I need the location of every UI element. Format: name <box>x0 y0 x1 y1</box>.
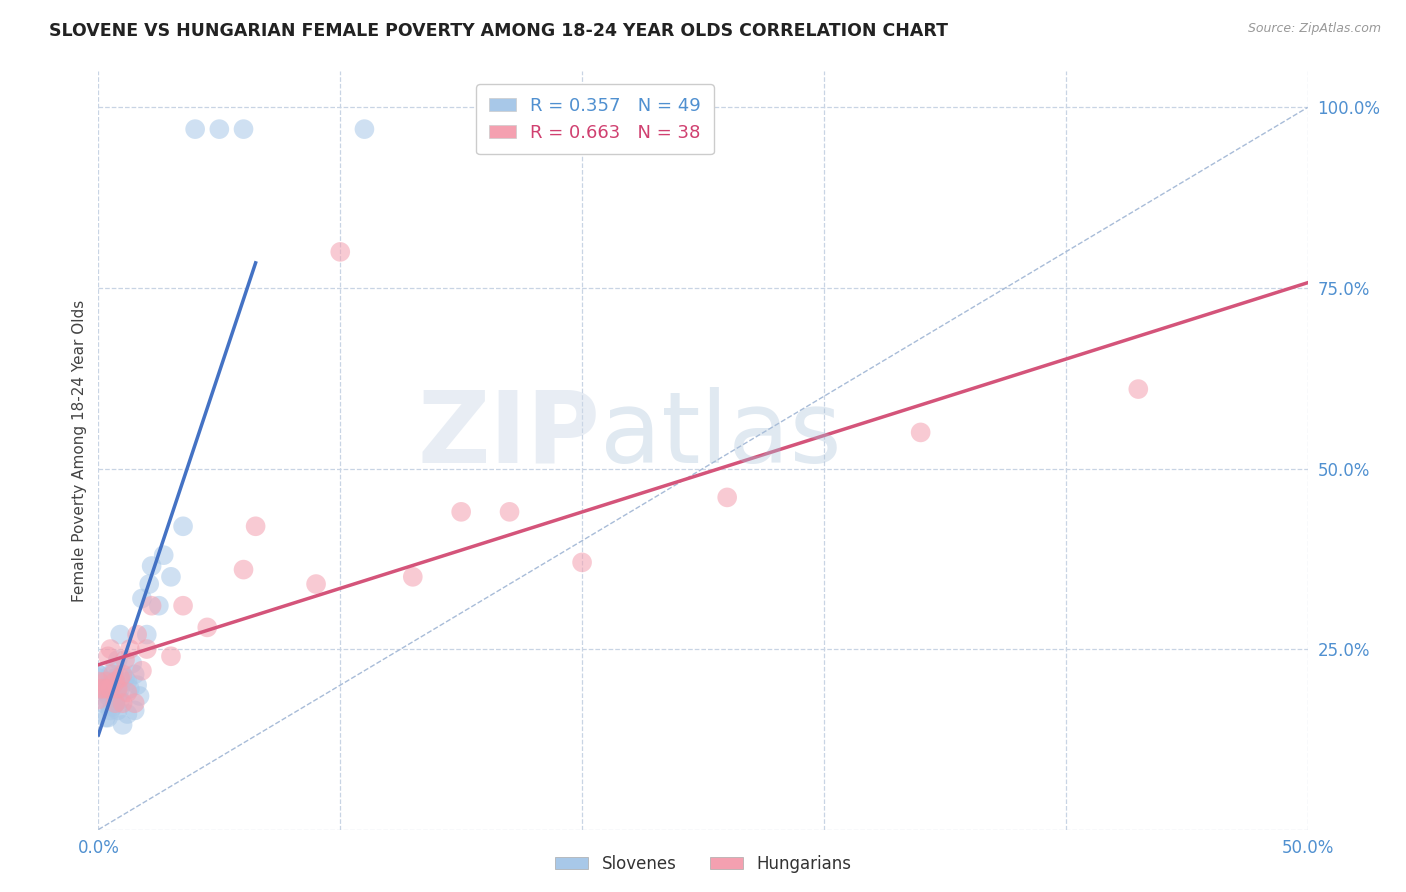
Text: ZIP: ZIP <box>418 387 600 483</box>
Point <box>121 657 143 671</box>
Point <box>114 671 136 685</box>
Point <box>128 689 150 703</box>
Point <box>97 681 120 696</box>
Point <box>104 681 127 696</box>
Point <box>353 122 375 136</box>
Point <box>107 678 129 692</box>
Point <box>127 627 149 641</box>
Point <box>118 642 141 657</box>
Point <box>87 674 110 689</box>
Point <box>148 599 170 613</box>
Point <box>141 559 163 574</box>
Point <box>90 681 112 696</box>
Point <box>104 674 127 689</box>
Point <box>108 627 131 641</box>
Point <box>104 671 127 685</box>
Point <box>107 681 129 696</box>
Point <box>100 674 122 689</box>
Point <box>127 678 149 692</box>
Point <box>184 122 207 136</box>
Point <box>124 703 146 717</box>
Point <box>131 591 153 606</box>
Point <box>101 689 124 703</box>
Legend: Slovenes, Hungarians: Slovenes, Hungarians <box>548 848 858 880</box>
Point <box>716 491 738 505</box>
Point <box>498 505 520 519</box>
Point <box>111 718 134 732</box>
Point <box>107 689 129 703</box>
Legend: R = 0.357   N = 49, R = 0.663   N = 38: R = 0.357 N = 49, R = 0.663 N = 38 <box>477 84 714 154</box>
Point <box>245 519 267 533</box>
Point <box>101 699 124 714</box>
Point <box>172 599 194 613</box>
Point <box>91 681 114 696</box>
Point <box>114 653 136 667</box>
Point <box>87 681 110 696</box>
Point <box>101 667 124 681</box>
Point <box>100 667 122 681</box>
Point <box>107 653 129 667</box>
Point <box>195 620 218 634</box>
Point <box>104 696 127 710</box>
Point <box>152 548 174 562</box>
Point <box>138 577 160 591</box>
Point <box>100 642 122 657</box>
Point <box>108 681 131 696</box>
Point <box>87 667 110 681</box>
Point <box>94 674 117 689</box>
Point <box>100 681 122 696</box>
Point <box>208 122 231 136</box>
Point <box>87 667 110 681</box>
Point <box>124 696 146 710</box>
Point <box>117 674 139 689</box>
Point <box>111 667 134 681</box>
Point <box>232 122 254 136</box>
Text: SLOVENE VS HUNGARIAN FEMALE POVERTY AMONG 18-24 YEAR OLDS CORRELATION CHART: SLOVENE VS HUNGARIAN FEMALE POVERTY AMON… <box>49 22 948 40</box>
Point <box>97 711 120 725</box>
Point <box>87 671 110 685</box>
Point <box>104 696 127 710</box>
Point <box>141 599 163 613</box>
Point <box>450 505 472 519</box>
Point <box>135 642 157 657</box>
Point <box>135 627 157 641</box>
Point <box>107 703 129 717</box>
Point <box>160 649 183 664</box>
Point <box>100 703 122 717</box>
Point <box>305 577 328 591</box>
Point <box>100 681 122 696</box>
Point <box>571 555 593 569</box>
Point <box>124 667 146 681</box>
Point <box>104 660 127 674</box>
Point <box>160 570 183 584</box>
Text: atlas: atlas <box>600 387 842 483</box>
Text: Source: ZipAtlas.com: Source: ZipAtlas.com <box>1247 22 1381 36</box>
Point <box>94 711 117 725</box>
Point <box>402 570 425 584</box>
Point <box>329 244 352 259</box>
Point <box>97 649 120 664</box>
Y-axis label: Female Poverty Among 18-24 Year Olds: Female Poverty Among 18-24 Year Olds <box>72 300 87 601</box>
Point <box>97 689 120 703</box>
Point <box>108 671 131 685</box>
Point <box>131 664 153 678</box>
Point <box>910 425 932 440</box>
Point <box>172 519 194 533</box>
Point <box>97 696 120 710</box>
Point <box>94 685 117 699</box>
Point <box>232 563 254 577</box>
Point <box>111 696 134 710</box>
Point <box>1128 382 1150 396</box>
Point <box>91 696 114 710</box>
Point <box>118 681 141 696</box>
Point <box>117 685 139 699</box>
Point <box>108 692 131 706</box>
Point <box>117 706 139 721</box>
Point <box>87 692 110 706</box>
